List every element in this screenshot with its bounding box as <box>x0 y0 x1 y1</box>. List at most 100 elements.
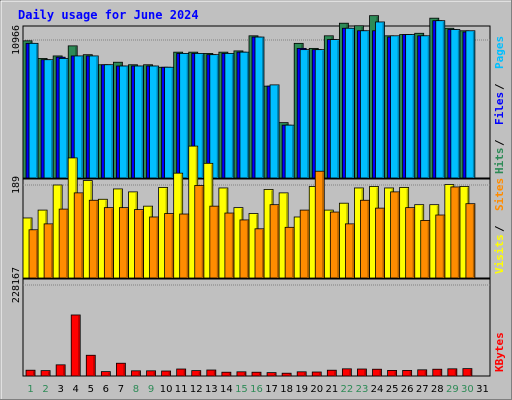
bar-traffic-pages-day-24 <box>375 21 385 179</box>
bar-kbytes-kbytes-day-28 <box>432 368 443 377</box>
x-tick-day-21: 21 <box>325 384 338 395</box>
bar-shade-visits-sites-day-7 <box>126 208 128 278</box>
bar-kbytes-kbytes-day-9 <box>146 370 156 377</box>
x-tick-day-16: 16 <box>250 384 263 395</box>
bar-traffic-pages-day-5 <box>88 55 99 179</box>
bar-shade-visits-sites-day-26 <box>412 208 415 278</box>
bar-shade-visits-sites-day-6 <box>111 208 113 278</box>
kbytes-panel: 228167 KBytes <box>11 267 506 377</box>
bar-shade-visits-sites-day-29 <box>457 187 460 278</box>
x-tick-day-3: 3 <box>57 384 63 395</box>
kbytes-legend: KBytes <box>493 332 506 372</box>
bar-shade-traffic-pages-day-24 <box>382 22 385 178</box>
chart-title: Daily usage for June 2024 <box>18 8 199 22</box>
bar-visits-sites-day-7 <box>119 207 129 279</box>
bar-shade-kbytes-kbytes-day-15 <box>243 372 246 376</box>
bar-traffic-pages-day-27 <box>420 35 431 179</box>
bar-shade-visits-sites-day-30 <box>472 204 475 278</box>
x-tick-day-31: 31 <box>476 384 489 395</box>
x-tick-day-11: 11 <box>175 384 188 395</box>
legend-files: Files <box>493 92 506 125</box>
bar-kbytes-kbytes-day-13 <box>206 369 217 377</box>
bar-visits-sites-day-19 <box>299 209 310 279</box>
bar-shade-traffic-pages-day-9 <box>156 66 159 178</box>
bar-kbytes-kbytes-day-27 <box>417 369 428 377</box>
bar-kbytes-kbytes-day-23 <box>357 368 367 377</box>
bar-shade-kbytes-kbytes-day-30 <box>469 369 472 376</box>
bar-visits-sites-day-25 <box>390 191 400 279</box>
x-tick-day-23: 23 <box>356 384 369 395</box>
traffic-scale-label: 10966 <box>11 25 22 55</box>
bar-shade-kbytes-kbytes-day-19 <box>304 372 306 376</box>
x-tick-day-26: 26 <box>401 384 414 395</box>
bar-visits-sites-day-14 <box>224 212 235 279</box>
bar-shade-kbytes-kbytes-day-5 <box>93 356 95 376</box>
bar-traffic-pages-day-9 <box>149 65 159 179</box>
bar-shade-visits-sites-day-16 <box>262 229 264 278</box>
bar-shade-kbytes-kbytes-day-26 <box>409 371 412 376</box>
bar-visits-sites-day-28 <box>435 214 446 279</box>
bar-shade-traffic-pages-day-15 <box>246 53 249 179</box>
bar-traffic-pages-day-12 <box>194 53 205 179</box>
bar-visits-sites-day-4 <box>73 192 84 279</box>
bar-kbytes-kbytes-day-21 <box>326 369 337 377</box>
bar-shade-visits-sites-day-22 <box>352 224 354 278</box>
bar-traffic-pages-day-11 <box>179 53 190 179</box>
bar-shade-traffic-pages-day-6 <box>111 65 113 178</box>
x-tick-day-14: 14 <box>220 384 233 395</box>
x-tick-day-28: 28 <box>431 384 444 395</box>
bar-shade-kbytes-kbytes-day-24 <box>379 370 382 376</box>
bar-shade-visits-sites-day-14 <box>231 214 234 278</box>
bar-shade-visits-sites-day-23 <box>367 201 369 278</box>
bar-visits-sites-day-20 <box>314 170 325 279</box>
traffic-panel: 10966 Hits / Files / Pages <box>11 15 506 179</box>
bar-shade-visits-sites-day-25 <box>397 192 400 278</box>
bar-shade-kbytes-kbytes-day-12 <box>198 371 201 376</box>
bar-kbytes-kbytes-day-26 <box>402 370 413 377</box>
x-tick-day-4: 4 <box>73 384 79 395</box>
bar-traffic-pages-day-17 <box>269 84 280 179</box>
bar-traffic-pages-day-19 <box>299 49 310 179</box>
bar-shade-visits-sites-day-21 <box>337 213 339 278</box>
bar-shade-traffic-pages-day-25 <box>397 36 400 178</box>
legend-pages: Pages <box>493 36 506 69</box>
bar-visits-sites-day-3 <box>58 208 69 279</box>
bar-kbytes-kbytes-day-30 <box>462 368 473 377</box>
bar-visits-sites-day-12 <box>194 185 205 279</box>
bar-visits-sites-day-18 <box>284 226 295 279</box>
bar-shade-kbytes-kbytes-day-9 <box>153 371 156 376</box>
bar-visits-sites-day-27 <box>420 220 431 279</box>
bar-kbytes-kbytes-day-19 <box>296 371 307 377</box>
kbytes-series-kbytes <box>25 314 473 377</box>
bar-traffic-pages-day-8 <box>134 65 144 179</box>
bar-shade-traffic-pages-day-28 <box>442 21 445 179</box>
x-tick-day-2: 2 <box>42 384 48 395</box>
bar-kbytes-kbytes-day-24 <box>372 368 382 377</box>
chart-panels: 10966 Hits / Files / Pages 189 Visits / Sit… <box>11 15 506 377</box>
bar-kbytes-kbytes-day-6 <box>100 371 111 377</box>
bar-traffic-pages-day-23 <box>360 30 370 179</box>
bar-shade-visits-sites-day-1 <box>36 230 38 278</box>
bar-visits-sites-day-5 <box>88 199 99 279</box>
x-tick-day-24: 24 <box>371 384 384 395</box>
x-tick-day-5: 5 <box>88 384 94 395</box>
bar-visits-sites-day-26 <box>405 207 416 279</box>
bar-traffic-pages-day-13 <box>209 54 220 179</box>
x-tick-day-15: 15 <box>235 384 248 395</box>
bar-shade-visits-sites-day-13 <box>216 207 219 278</box>
bar-kbytes-kbytes-day-2 <box>40 370 51 377</box>
bar-shade-traffic-pages-day-10 <box>171 68 174 178</box>
bar-shade-traffic-pages-day-29 <box>457 30 460 178</box>
visits-panel: 189 Visits / Sites <box>11 145 506 279</box>
bar-shade-kbytes-kbytes-day-21 <box>334 371 336 376</box>
bar-kbytes-kbytes-day-17 <box>266 372 277 377</box>
bar-traffic-pages-day-29 <box>450 29 461 179</box>
kbytes-scale-label: 228167 <box>11 267 22 303</box>
bar-traffic-pages-day-21 <box>329 39 340 179</box>
bar-kbytes-kbytes-day-20 <box>311 371 322 377</box>
bar-visits-sites-day-8 <box>134 209 144 279</box>
bar-kbytes-kbytes-day-18 <box>281 372 292 377</box>
bar-traffic-pages-day-14 <box>224 53 235 179</box>
bar-visits-sites-day-13 <box>209 205 220 279</box>
bar-shade-traffic-pages-day-17 <box>277 85 279 178</box>
